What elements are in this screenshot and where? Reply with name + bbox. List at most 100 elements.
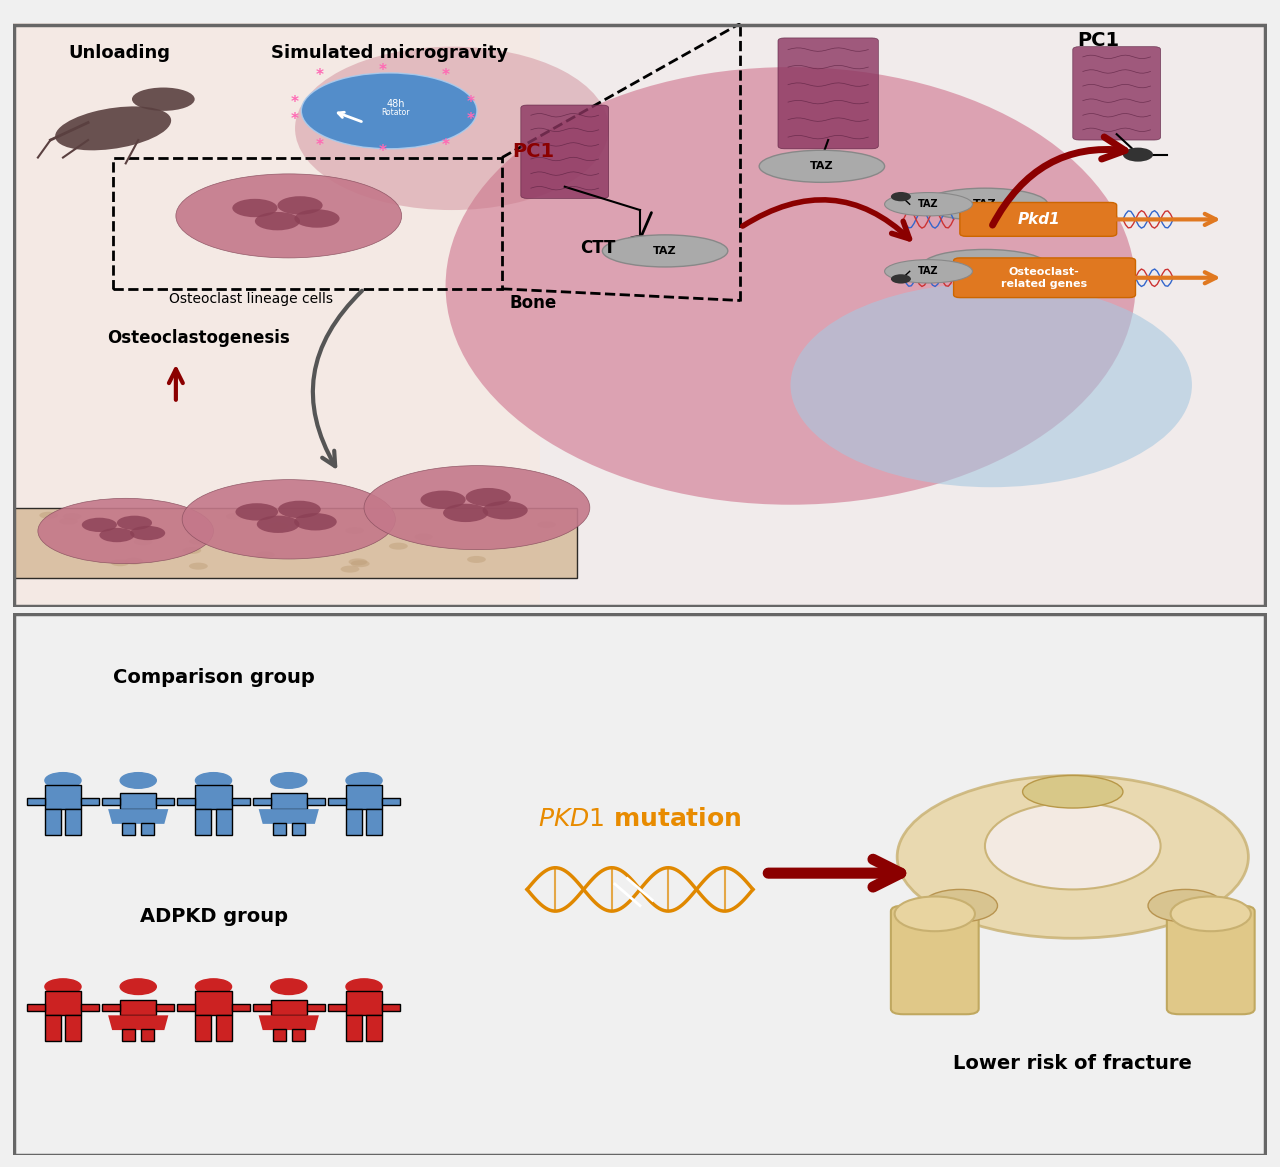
Ellipse shape [225,512,244,519]
Circle shape [196,979,232,994]
Ellipse shape [294,209,339,228]
FancyBboxPatch shape [65,1015,81,1041]
Bar [13,23,540,607]
Text: TAZ: TAZ [973,200,997,209]
FancyBboxPatch shape [346,1015,362,1041]
Ellipse shape [182,547,201,554]
Ellipse shape [301,72,477,148]
Text: ADPKD group: ADPKD group [140,907,288,927]
Text: Bone: Bone [509,294,557,313]
Ellipse shape [922,188,1048,221]
FancyBboxPatch shape [960,202,1116,236]
Circle shape [120,773,156,788]
Circle shape [923,889,997,922]
FancyBboxPatch shape [346,809,362,836]
Circle shape [895,896,975,931]
Circle shape [625,235,655,249]
FancyBboxPatch shape [141,1029,155,1041]
Ellipse shape [269,523,288,530]
Ellipse shape [188,538,207,545]
Text: TAZ: TAZ [810,161,833,172]
Text: *: * [316,139,324,153]
Text: PC1: PC1 [512,142,554,161]
FancyBboxPatch shape [215,809,232,836]
Text: $\it{PKD1}$ mutation: $\it{PKD1}$ mutation [538,806,742,831]
FancyBboxPatch shape [45,991,81,1015]
Ellipse shape [389,543,408,550]
Ellipse shape [364,466,590,550]
Ellipse shape [236,503,278,520]
Text: TAZ: TAZ [918,266,938,277]
Ellipse shape [40,512,58,519]
Ellipse shape [340,566,360,573]
FancyBboxPatch shape [178,798,196,805]
FancyBboxPatch shape [328,1005,346,1011]
Text: *: * [442,69,449,83]
Text: *: * [316,69,324,83]
Ellipse shape [1023,775,1123,808]
Ellipse shape [133,538,152,545]
Ellipse shape [59,518,78,525]
FancyBboxPatch shape [292,1029,305,1041]
Ellipse shape [538,522,556,529]
FancyBboxPatch shape [45,809,61,836]
Ellipse shape [415,533,433,540]
FancyBboxPatch shape [270,1000,307,1015]
FancyBboxPatch shape [1073,47,1161,140]
Circle shape [1123,147,1153,161]
FancyBboxPatch shape [196,1015,211,1041]
FancyBboxPatch shape [141,823,155,836]
FancyBboxPatch shape [273,1029,285,1041]
Text: TAZ: TAZ [653,246,677,256]
Text: Simulated microgravity: Simulated microgravity [270,43,508,62]
Ellipse shape [63,513,82,520]
Ellipse shape [759,151,884,182]
Ellipse shape [294,513,337,531]
FancyBboxPatch shape [778,37,878,148]
Circle shape [270,979,307,994]
Ellipse shape [466,488,511,506]
Ellipse shape [884,193,973,216]
FancyBboxPatch shape [252,1005,270,1011]
Ellipse shape [445,67,1135,504]
Circle shape [891,274,911,284]
FancyBboxPatch shape [45,784,81,809]
Circle shape [1171,896,1251,931]
FancyBboxPatch shape [196,991,232,1015]
Ellipse shape [296,47,609,210]
FancyBboxPatch shape [346,784,383,809]
FancyBboxPatch shape [120,1000,156,1015]
Circle shape [1148,889,1224,922]
FancyBboxPatch shape [65,809,81,836]
Ellipse shape [884,260,973,282]
Ellipse shape [100,527,134,543]
FancyBboxPatch shape [366,1015,383,1041]
FancyBboxPatch shape [27,798,45,805]
Text: Osteoclast-
related genes: Osteoclast- related genes [1001,267,1087,288]
Ellipse shape [257,516,300,533]
FancyBboxPatch shape [156,798,174,805]
Text: *: * [291,95,300,110]
Text: Unloading: Unloading [68,43,170,62]
Polygon shape [259,1015,319,1030]
FancyBboxPatch shape [954,258,1135,298]
FancyBboxPatch shape [156,1005,174,1011]
Text: PC1: PC1 [1076,32,1119,50]
Polygon shape [108,1015,169,1030]
FancyBboxPatch shape [383,1005,401,1011]
Ellipse shape [603,235,728,267]
Ellipse shape [55,106,172,151]
FancyBboxPatch shape [521,105,609,198]
Text: *: * [467,95,475,110]
Ellipse shape [131,526,165,540]
Text: *: * [467,112,475,127]
Circle shape [346,773,383,788]
Polygon shape [259,809,319,824]
Ellipse shape [38,498,214,564]
Ellipse shape [256,551,275,558]
FancyBboxPatch shape [120,794,156,809]
Ellipse shape [346,527,364,534]
Ellipse shape [348,558,367,565]
Text: *: * [291,112,300,127]
Ellipse shape [420,490,466,509]
